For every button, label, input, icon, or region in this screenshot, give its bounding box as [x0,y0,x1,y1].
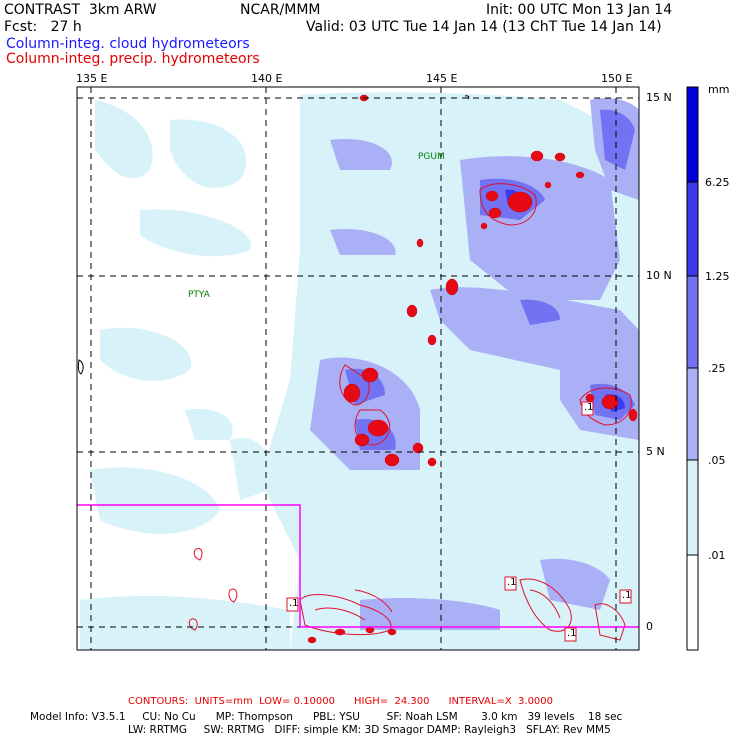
station-label-pgum: PGUM [418,152,445,162]
nested-domain-box [77,504,639,628]
colorbar-label: .25 [708,362,726,375]
model-info-line2: LW: RRTMG SW: RRTMG DIFF: simple KM: 3D … [128,724,611,736]
center-name: NCAR/MMM [240,2,321,18]
contour-info: CONTOURS: UNITS=mm LOW= 0.10000 HIGH= 24… [128,696,554,707]
lon-label-140: 140 E [251,72,283,85]
lat-label-10n: 10 N [646,269,672,282]
shaded-cloud-field [80,92,639,650]
init-time: Init: 00 UTC Mon 13 Jan 14 [486,2,673,18]
station-label-ptya: PTYA [188,290,210,300]
lon-label-150: 150 E [601,72,633,85]
forecast-hour: Fcst: 27 h [4,19,82,35]
contour-label: .1 [622,590,632,601]
lat-label-5n: 5 N [646,445,665,458]
precip-contours [188,183,632,641]
lon-label-145: 145 E [426,72,458,85]
colorbar-label: 6.25 [705,176,730,189]
lon-label-135: 135 E [76,72,108,85]
plot-title: CONTRAST 3km ARW [4,2,157,18]
lat-label-0: 0 [646,620,653,633]
model-info-line1: Model Info: V3.5.1 CU: No Cu MP: Thompso… [30,711,623,723]
lat-label-15n: 15 N [646,91,672,104]
colorbar-units: mm [708,83,730,96]
coastline [77,95,470,375]
field-label-precip: Column-integ. precip. hydrometeors [6,51,260,67]
valid-time: Valid: 03 UTC Tue 14 Jan 14 (13 ChT Tue … [306,19,662,35]
colorbar [686,86,699,651]
colorbar-label: .01 [708,549,726,562]
colorbar-label: .05 [708,454,726,467]
field-label-cloud: Column-integ. cloud hydrometeors [6,36,250,52]
contour-label: .1 [567,628,577,639]
contour-label: .1 [584,402,594,413]
contour-label: .1 [289,598,299,609]
plot-frame [76,86,640,651]
contour-label: .1 [507,577,517,588]
contour-label-boxes [286,401,632,642]
colorbar-label: 1.25 [705,270,730,283]
